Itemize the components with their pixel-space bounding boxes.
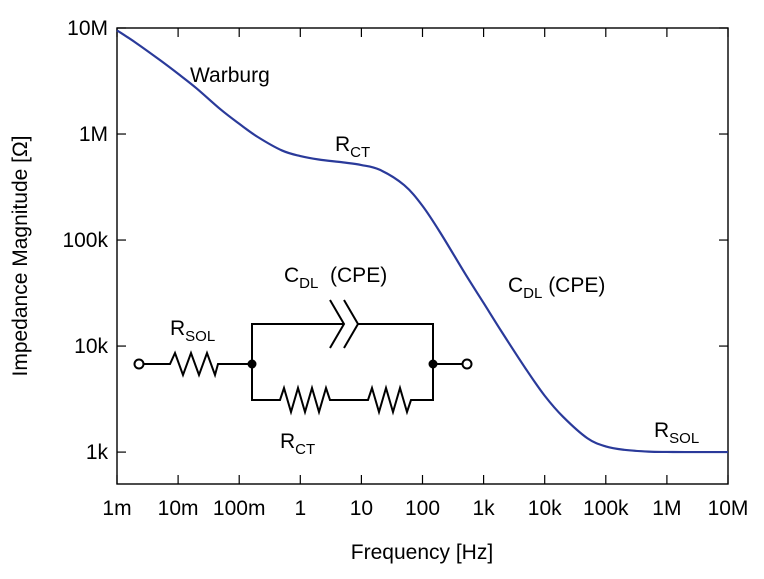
annotation-rct-main: R <box>335 133 350 156</box>
circuit-right-terminal <box>461 358 473 370</box>
annotation-cdl-main: C <box>508 274 523 297</box>
circuit-label-rct: RCT <box>280 430 315 458</box>
impedance-series-line <box>116 29 729 454</box>
circuit-top-branch-right <box>358 323 434 364</box>
annotation-rct-sub: CT <box>350 144 370 161</box>
y-tick-label: 1M <box>79 123 108 146</box>
annotation-cdl-sub: DL <box>523 285 542 302</box>
x-axis-title: Frequency [Hz] <box>351 541 493 564</box>
y-tick-label: 10M <box>67 17 108 40</box>
circuit-bottom-branch <box>251 364 434 416</box>
annotation-cdl: CDL (CPE) <box>508 274 605 302</box>
x-tick-label: 100 <box>405 497 440 520</box>
circuit-label-cdl-main: C <box>284 264 299 287</box>
x-tick-label: 100m <box>213 497 266 520</box>
annotation-rsol: RSOL <box>654 419 699 447</box>
annotation-rsol-sub: SOL <box>669 430 699 447</box>
x-tick-label: 10m <box>158 497 199 520</box>
circuit-label-cdl-suffix: (CPE) <box>318 264 387 287</box>
circuit-label-rsol-sub: SOL <box>185 328 215 345</box>
y-axis-title: Impedance Magnitude [Ω] <box>9 135 32 376</box>
circuit-label-rsol: RSOL <box>170 317 215 345</box>
circuit-label-rct-main: R <box>280 430 295 453</box>
x-tick-label: 10M <box>708 497 749 520</box>
x-tick-label: 1M <box>652 497 681 520</box>
circuit-rsol-resistor <box>143 350 252 379</box>
circuit-label-rsol-main: R <box>170 317 185 340</box>
plot-frame <box>116 27 729 485</box>
x-tick-label: 10 <box>350 497 373 520</box>
y-tick-label: 10k <box>74 335 108 358</box>
y-tick-label: 100k <box>62 229 108 252</box>
x-tick-label: 10k <box>528 497 562 520</box>
annotation-rct: RCT <box>335 133 370 161</box>
circuit-label-cdl: CDL (CPE) <box>284 264 387 292</box>
equivalent-circuit: RSOL CDL (CPE) RCT <box>133 264 473 458</box>
circuit-top-branch-left <box>251 323 344 364</box>
annotation-cdl-suffix: (CPE) <box>542 274 605 297</box>
circuit-label-cdl-sub: DL <box>299 275 318 292</box>
annotation-warburg: Warburg <box>190 64 270 87</box>
x-axis-ticks: 1m 10m 100m 1 10 100 1k 10k 100k 1M 10M <box>102 28 748 520</box>
x-tick-label: 1 <box>294 497 306 520</box>
annotation-rsol-main: R <box>654 419 669 442</box>
x-tick-label: 1k <box>473 497 496 520</box>
circuit-left-terminal <box>133 358 145 370</box>
y-tick-label: 1k <box>86 441 109 464</box>
y-axis-ticks: 1k 10k 100k 1M 10M <box>62 17 728 464</box>
circuit-label-rct-sub: CT <box>295 441 315 458</box>
x-tick-label: 100k <box>583 497 629 520</box>
x-tick-label: 1m <box>102 497 131 520</box>
